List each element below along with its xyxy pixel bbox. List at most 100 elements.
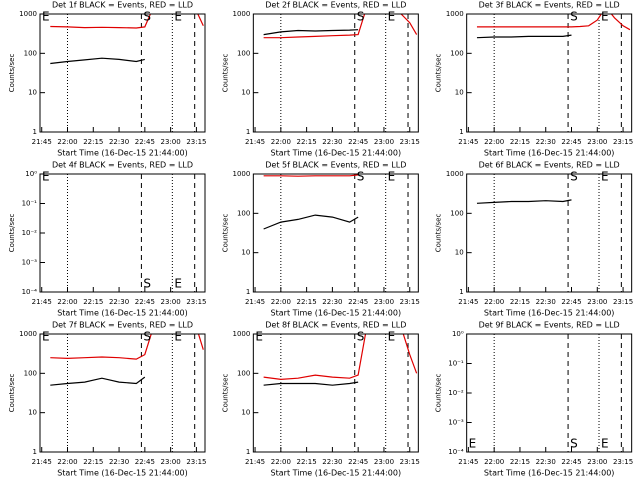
x-tick-label: 22:45 [348,458,368,466]
x-tick-label: 21:45 [458,138,478,146]
annotation: S [357,10,365,24]
x-axis-label: Start Time (16-Dec-15 21:44:00) [57,309,188,318]
y-tick-label: 1000 [446,10,464,18]
series-line [263,381,359,386]
series-line [263,174,359,177]
panel: Det 2f BLACK = Events, RED = LLD Start Ti… [221,1,419,158]
chart-title: Det 1f BLACK = Events, RED = LLD [52,1,193,10]
annotation: E [601,10,609,24]
annotation: S [143,330,151,344]
y-tick-label: 1000 [233,330,251,338]
x-tick-label: 22:30 [536,138,556,146]
x-tick-label: 22:15 [297,298,317,306]
plot-frame [39,173,206,293]
annotation: E [42,330,50,344]
x-tick-label: 22:00 [271,138,291,146]
chart-title: Det 6f BLACK = Events, RED = LLD [479,161,620,170]
annotation: S [570,170,578,184]
x-tick-label: 22:00 [484,298,504,306]
x-tick-label: 23:00 [587,298,607,306]
annotation: S [143,277,151,291]
x-tick-label: 22:30 [322,298,342,306]
y-axis-label: Counts/sec [8,374,16,413]
y-tick-label: 100 [237,369,250,377]
x-tick-label: 22:30 [322,458,342,466]
x-tick-label: 23:15 [186,458,206,466]
x-tick-label: 21:45 [32,138,52,146]
annotation: S [357,330,365,344]
y-tick-label: 1000 [233,10,251,18]
annotation: E [42,170,50,184]
plot-frame [252,173,419,293]
y-axis-label: Counts/sec [8,214,16,253]
x-tick-label: 22:45 [561,138,581,146]
x-tick-label: 23:15 [400,458,420,466]
x-tick-label: 23:00 [374,138,394,146]
x-tick-label: 23:00 [587,138,607,146]
x-tick-label: 21:45 [458,458,478,466]
plot-frame [466,13,633,133]
x-tick-label: 23:15 [613,138,633,146]
series-line [50,376,146,386]
y-tick-label: 1 [459,128,463,136]
y-axis-label: Counts/sec [221,54,229,93]
y-tick-label: 1 [33,128,37,136]
x-tick-label: 23:00 [161,138,181,146]
x-tick-label: 23:15 [613,458,633,466]
x-tick-label: 22:30 [109,298,129,306]
y-tick-label: 10⁻¹ [22,200,38,208]
y-tick-label: 1 [33,448,37,456]
y-tick-label: 10⁻³ [22,259,38,267]
y-tick-label: 10 [28,89,37,97]
x-tick-label: 22:45 [348,298,368,306]
plot-frame [466,333,633,453]
x-tick-label: 22:00 [271,298,291,306]
annotation: E [601,437,609,451]
annotation: E [255,330,263,344]
chart-title: Det 3f BLACK = Events, RED = LLD [479,1,620,10]
chart-title: Det 9f BLACK = Events, RED = LLD [479,321,620,330]
y-tick-label: 10⁰ [25,170,37,178]
chart-title: Det 5f BLACK = Events, RED = LLD [265,161,406,170]
chart-title: Det 4f BLACK = Events, RED = LLD [52,161,193,170]
panel: Det 6f BLACK = Events, RED = LLD Start Ti… [435,161,633,318]
series-line [50,57,145,65]
y-tick-label: 100 [24,49,37,57]
x-tick-label: 22:30 [536,458,556,466]
annotation: E [174,330,182,344]
annotation: E [388,330,396,344]
y-axis-label: Counts/sec [435,214,443,253]
x-tick-label: 22:15 [83,458,103,466]
panel: Det 4f BLACK = Events, RED = LLD Start Ti… [8,161,207,318]
series-line [476,199,572,204]
x-tick-label: 22:30 [109,458,129,466]
x-tick-label: 22:45 [135,298,155,306]
y-tick-label: 100 [450,209,463,217]
x-tick-label: 23:00 [161,298,181,306]
x-tick-label: 23:00 [374,298,394,306]
panel: Det 3f BLACK = Events, RED = LLD Start Ti… [435,1,633,158]
panel: Det 7f BLACK = Events, RED = LLD Start Ti… [8,321,207,478]
y-tick-label: 100 [237,209,250,217]
x-tick-label: 22:15 [510,458,530,466]
x-tick-label: 22:15 [510,298,530,306]
x-tick-label: 22:15 [297,138,317,146]
y-tick-label: 10 [455,89,464,97]
y-tick-label: 10⁻⁴ [22,288,38,296]
x-tick-label: 22:30 [109,138,129,146]
x-tick-label: 22:45 [135,138,155,146]
x-tick-label: 23:00 [587,458,607,466]
annotation: E [601,170,609,184]
annotation: E [469,437,477,451]
y-tick-label: 1 [246,288,250,296]
x-tick-label: 21:45 [458,298,478,306]
annotation: S [357,170,365,184]
x-tick-label: 21:45 [245,138,265,146]
x-tick-label: 23:15 [400,138,420,146]
y-tick-label: 1000 [446,170,464,178]
y-tick-label: 10 [241,89,250,97]
x-tick-label: 23:00 [161,458,181,466]
x-tick-label: 21:45 [245,298,265,306]
annotation: E [42,10,50,24]
